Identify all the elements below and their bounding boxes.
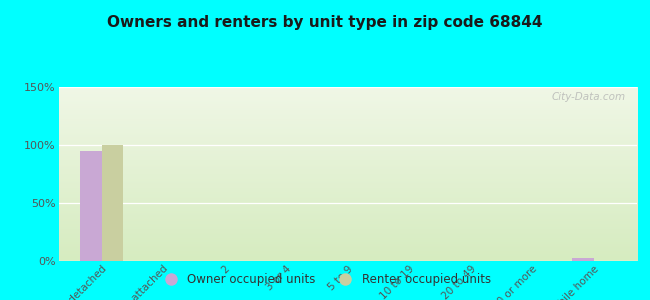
Legend: Owner occupied units, Renter occupied units: Owner occupied units, Renter occupied un… [154, 269, 496, 291]
Bar [80, 151, 101, 261]
Bar [573, 257, 594, 261]
Text: Owners and renters by unit type in zip code 68844: Owners and renters by unit type in zip c… [107, 15, 543, 30]
Text: City-Data.com: City-Data.com [551, 92, 625, 102]
Bar [101, 145, 123, 261]
